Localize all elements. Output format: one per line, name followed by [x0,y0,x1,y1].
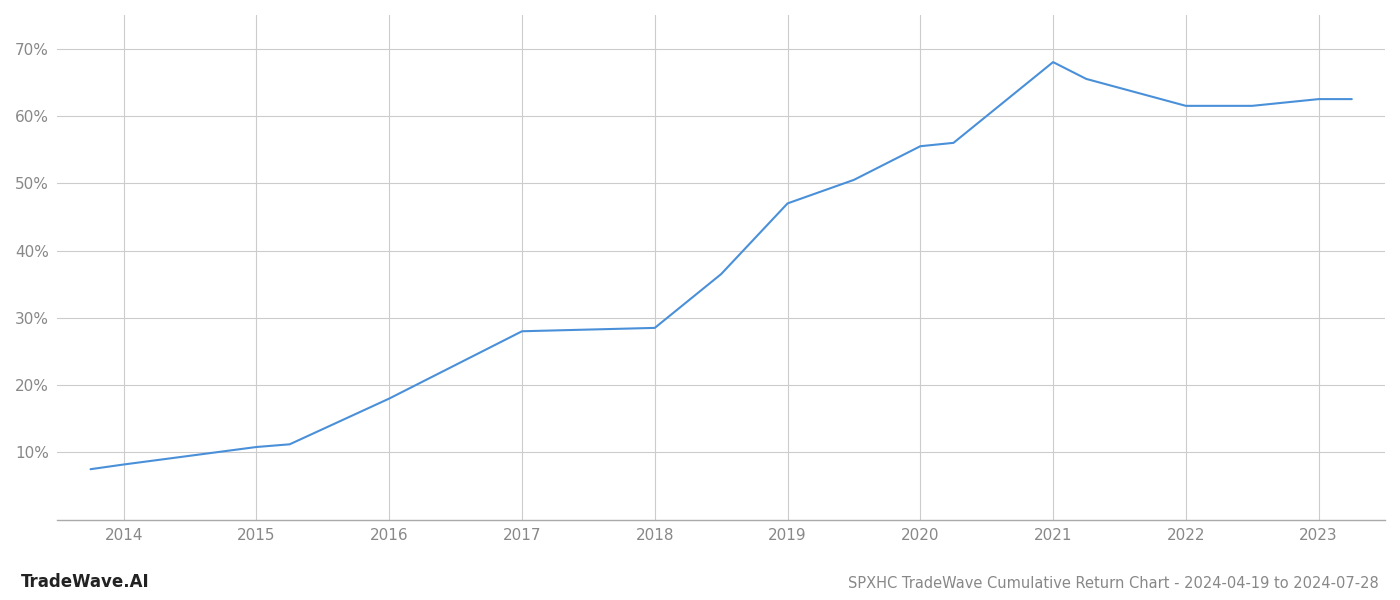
Text: SPXHC TradeWave Cumulative Return Chart - 2024-04-19 to 2024-07-28: SPXHC TradeWave Cumulative Return Chart … [848,576,1379,591]
Text: TradeWave.AI: TradeWave.AI [21,573,150,591]
